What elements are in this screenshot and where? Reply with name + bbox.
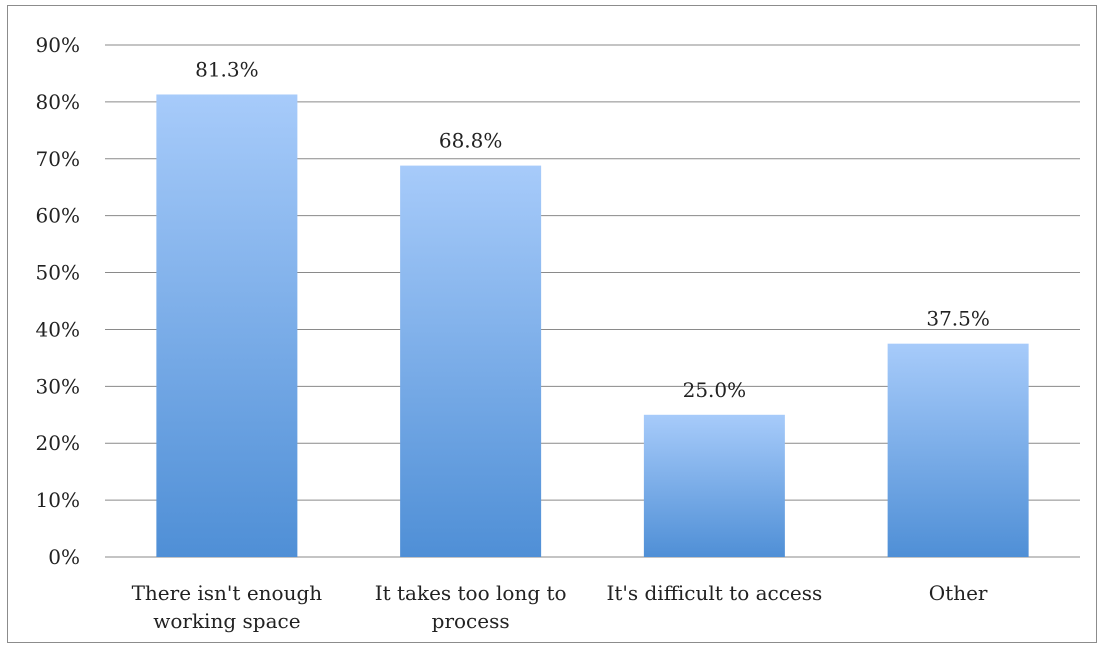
bar [643, 414, 785, 557]
y-tick-label: 50% [36, 261, 80, 285]
bar [400, 165, 542, 558]
y-tick-label: 30% [36, 374, 80, 398]
x-axis-category-labels: There isn't enough working space It takes … [132, 581, 988, 633]
data-label: 81.3% [195, 57, 259, 81]
data-label: 37.5% [926, 307, 990, 331]
y-axis-tick-labels: 0% 10% 20% 30% 40% 50% 60% 70% 80% 90% [36, 33, 80, 569]
x-tick-label: It's difficult to access [606, 581, 822, 605]
y-tick-label: 60% [36, 204, 80, 228]
bar [156, 94, 298, 557]
bar [887, 343, 1029, 557]
y-tick-label: 0% [48, 545, 80, 569]
x-tick-label: process [432, 609, 510, 633]
y-tick-label: 80% [36, 90, 80, 114]
x-tick-label: It takes too long to [375, 581, 567, 605]
data-label: 68.8% [439, 129, 503, 153]
y-tick-label: 10% [36, 488, 80, 512]
x-tick-label: working space [153, 609, 300, 633]
x-tick-label: Other [929, 581, 988, 605]
y-tick-label: 90% [36, 33, 80, 57]
x-tick-label: There isn't enough [132, 581, 323, 605]
y-tick-label: 20% [36, 431, 80, 455]
data-labels: 81.3% 68.8% 25.0% 37.5% [195, 57, 990, 401]
y-tick-label: 70% [36, 147, 80, 171]
bars [156, 94, 1029, 558]
data-label: 25.0% [683, 378, 747, 402]
y-tick-label: 40% [36, 317, 80, 341]
